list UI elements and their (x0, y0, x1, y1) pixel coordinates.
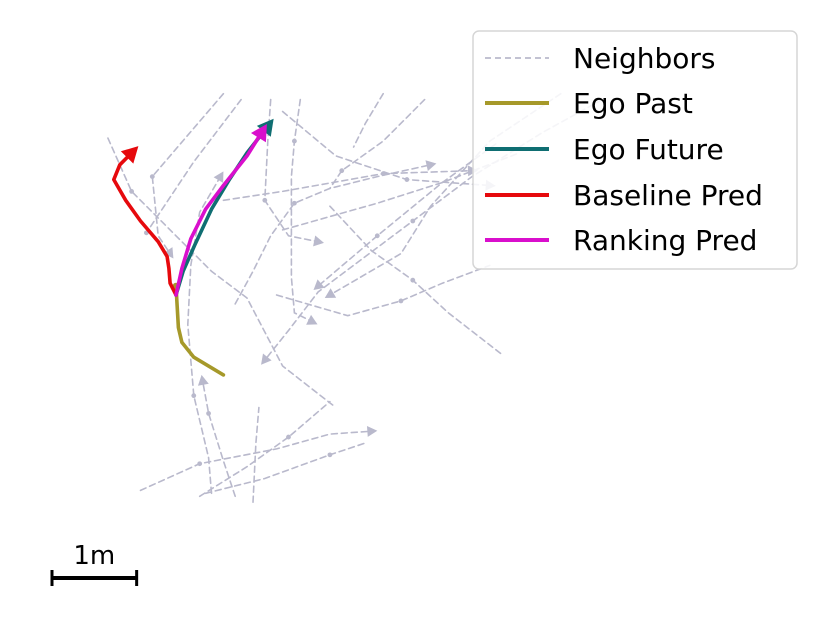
neighbor-arrowhead (366, 425, 378, 437)
neighbor-path (317, 143, 497, 287)
neighbor-path (275, 264, 491, 317)
neighbor-17 (198, 400, 331, 498)
neighbor-point (149, 174, 155, 180)
series-line (112, 151, 178, 297)
scale-bar-label: 1m (73, 541, 115, 571)
neighbor-path (234, 164, 432, 305)
neighbor-point (206, 411, 211, 416)
neighbor-point (374, 233, 380, 239)
neighbor-4 (197, 374, 236, 498)
legend-label-ego-future: Ego Future (573, 133, 724, 166)
neighbor-path (139, 430, 373, 492)
neighbor-22 (234, 160, 437, 305)
ego-trajectories (112, 118, 274, 377)
neighbor-path (281, 152, 521, 231)
neighbor-point (292, 138, 297, 144)
neighbor-9 (281, 110, 496, 191)
neighbor-16 (139, 425, 378, 492)
neighbor-arrowhead (306, 314, 318, 325)
neighbor-path (352, 92, 384, 148)
neighbor-2 (144, 98, 242, 236)
series-ego-future (174, 118, 274, 297)
neighbor-13 (324, 92, 562, 299)
neighbor-point (327, 452, 333, 458)
legend-frame (472, 30, 798, 270)
series-baseline (112, 146, 178, 297)
neighbor-path (201, 380, 236, 498)
neighbor-path (329, 92, 562, 296)
neighbor-15 (281, 152, 521, 231)
legend-label-ego-past: Ego Past (573, 87, 693, 120)
neighbor-arrowhead (213, 171, 224, 183)
neighbor-12 (329, 205, 503, 355)
series-arrowhead (250, 124, 267, 143)
neighbor-1 (107, 137, 337, 409)
neighbor-6 (290, 98, 318, 325)
scale-bar: 1m (50, 541, 139, 586)
legend-label-ranking: Ranking Pred (573, 224, 757, 257)
neighbor-arrowhead (163, 247, 174, 259)
neighbor-point (129, 189, 135, 194)
series-line (174, 284, 226, 377)
neighbor-14 (275, 264, 491, 317)
series-ranking (174, 124, 267, 297)
neighbor-point (292, 200, 297, 206)
neighbor-21 (352, 92, 384, 148)
neighbor-point (286, 434, 291, 440)
series-ego-past (172, 282, 226, 377)
neighbor-arrowhead (313, 235, 324, 247)
neighbor-path (107, 137, 337, 409)
neighbor-path (329, 98, 426, 190)
neighbor-path (281, 110, 491, 187)
neighbor-point (410, 218, 416, 224)
series-line (174, 130, 264, 297)
neighbor-7 (262, 98, 324, 247)
neighbor-point (197, 461, 203, 467)
neighbor-18 (204, 442, 367, 495)
neighbor-arrowhead (261, 353, 272, 365)
neighbor-arrowhead (313, 279, 325, 291)
neighbor-arrowhead (425, 160, 437, 171)
neighbor-path (151, 92, 225, 255)
neighbor-path (252, 406, 260, 503)
neighbor-point (191, 393, 197, 399)
neighbor-path (204, 442, 367, 495)
neighbor-arrowhead (197, 374, 209, 386)
series-line (174, 124, 270, 297)
neighbor-19 (149, 92, 225, 259)
neighbor-point (398, 298, 404, 304)
legend: Neighbors Ego Past Ego Future Baseline P… (472, 30, 798, 270)
legend-label-neighbors: Neighbors (573, 42, 715, 75)
neighbor-path (145, 98, 242, 234)
neighbor-5 (252, 406, 260, 503)
neighbor-path (198, 400, 331, 498)
neighbor-20 (329, 98, 426, 190)
neighbor-arrowhead (324, 288, 337, 299)
neighbor-point (339, 168, 345, 174)
neighbor-point (404, 177, 410, 182)
neighbor-path (222, 169, 473, 202)
neighbor-path (186, 175, 222, 495)
neighbor-point (262, 197, 268, 203)
legend-label-baseline: Baseline Pred (573, 179, 763, 212)
neighbor-point (410, 277, 416, 283)
series-arrowhead (120, 146, 139, 164)
neighbor-3 (186, 171, 224, 495)
